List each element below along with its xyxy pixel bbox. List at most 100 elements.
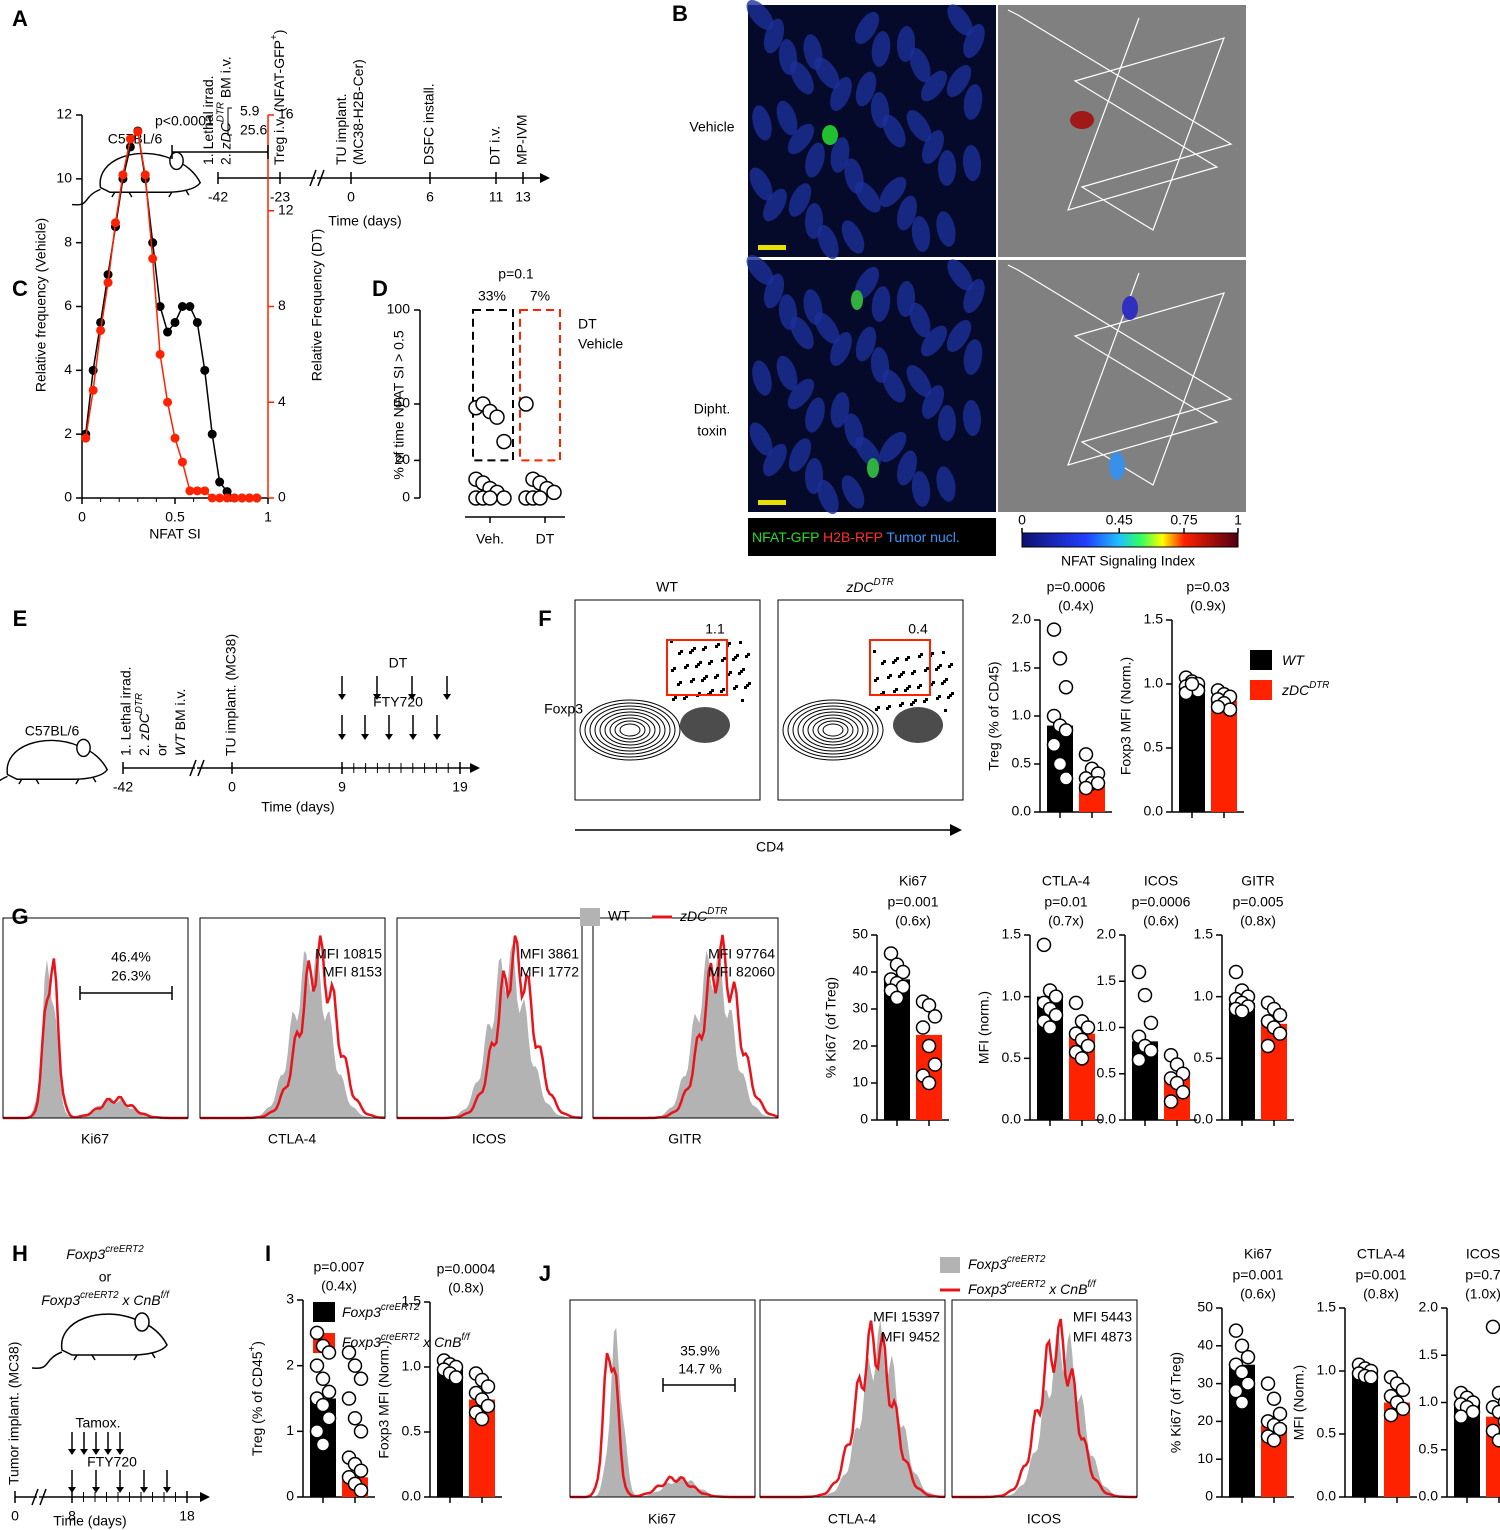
tick-label: 1.0 bbox=[1012, 707, 1032, 723]
nucleus bbox=[936, 466, 956, 502]
event-dot bbox=[680, 650, 683, 653]
fold-change: (0.6x) bbox=[1240, 1286, 1276, 1302]
event-dot bbox=[900, 673, 903, 676]
nucleus bbox=[854, 11, 880, 45]
tick-label: 0 bbox=[78, 509, 86, 525]
mouse-tail bbox=[0, 775, 8, 782]
mouse-tail bbox=[31, 1351, 63, 1369]
data-point bbox=[315, 1397, 331, 1413]
contour bbox=[802, 711, 864, 749]
event-dot bbox=[677, 683, 680, 686]
contour bbox=[579, 699, 681, 761]
nucleus bbox=[947, 4, 973, 36]
event-dot bbox=[950, 663, 953, 666]
event-dot bbox=[906, 687, 909, 690]
axis-title: % Ki67 (of Treg) bbox=[1168, 1352, 1184, 1453]
histogram bbox=[199, 917, 386, 1120]
axis-title: Foxp3 MFI (Norm.) bbox=[376, 1340, 392, 1458]
event-dot bbox=[691, 649, 694, 652]
histogram-frame bbox=[592, 917, 779, 1119]
mouse-label: C57BL/6 bbox=[108, 131, 163, 147]
legend-label: WT bbox=[1282, 652, 1305, 668]
nucleus bbox=[882, 114, 906, 148]
text-run: f/f bbox=[1087, 1279, 1096, 1290]
cell bbox=[867, 458, 879, 478]
histogram-area bbox=[760, 1319, 945, 1497]
data-point bbox=[1068, 995, 1084, 1011]
data-point bbox=[353, 1424, 369, 1439]
p-value: p=0.0006 bbox=[1132, 894, 1191, 910]
nucleus bbox=[855, 181, 881, 213]
mouse-icon bbox=[0, 738, 109, 785]
mfi-label: MFI 3861 bbox=[520, 946, 579, 962]
mouse-feet bbox=[111, 189, 190, 198]
nucleus bbox=[855, 71, 877, 107]
tick-label: 0 bbox=[64, 489, 72, 505]
tick-label: 0 bbox=[286, 1488, 294, 1504]
tick-label: 1.0 bbox=[1317, 1362, 1337, 1378]
tick-label: 100 bbox=[387, 301, 411, 317]
channel-name: NFAT-GFP bbox=[752, 529, 819, 545]
histogram-area bbox=[570, 1327, 755, 1497]
arrow-head bbox=[373, 694, 381, 700]
event-dot bbox=[904, 689, 907, 692]
data-point bbox=[1240, 1349, 1256, 1365]
nucleus bbox=[788, 183, 812, 217]
contour bbox=[619, 723, 641, 737]
data-point bbox=[889, 990, 905, 1006]
data-point bbox=[170, 433, 180, 443]
event-dot bbox=[886, 707, 889, 710]
text-run: f/f bbox=[461, 1332, 470, 1343]
tick-label: 0.5 bbox=[402, 1423, 422, 1439]
text-run: zDC bbox=[679, 908, 708, 924]
mouse-ear bbox=[134, 1312, 150, 1332]
data-point bbox=[353, 1371, 369, 1387]
data-point bbox=[895, 964, 911, 980]
event-dot bbox=[898, 675, 901, 678]
contour bbox=[614, 720, 646, 740]
histogram bbox=[951, 1299, 1138, 1499]
text-run: DTR bbox=[707, 906, 727, 917]
text-run: + bbox=[247, 1345, 258, 1351]
nucleus bbox=[763, 273, 785, 309]
data-point bbox=[200, 486, 210, 496]
legend-swatch bbox=[940, 1257, 960, 1273]
text-run: 2. bbox=[136, 740, 152, 756]
event-dot bbox=[925, 698, 928, 701]
event-label: Tamox. bbox=[75, 1415, 120, 1431]
event-dot bbox=[710, 660, 713, 663]
plot-title: WT bbox=[656, 579, 678, 595]
histogram bbox=[2, 917, 189, 1120]
data-point bbox=[1058, 723, 1074, 738]
event-label: (MC38-H2B-Cer) bbox=[350, 59, 366, 165]
event-dot bbox=[930, 683, 933, 686]
nucleus bbox=[817, 224, 839, 260]
event-dot bbox=[714, 676, 717, 679]
event-dot bbox=[908, 685, 911, 688]
event-dot bbox=[703, 677, 706, 680]
nucleus bbox=[805, 142, 825, 178]
histogram bbox=[396, 917, 583, 1120]
tick-label: 10 bbox=[56, 170, 72, 186]
axis-arrow bbox=[200, 1492, 210, 1502]
nucleus bbox=[788, 438, 812, 472]
tick-label: 10 bbox=[852, 1074, 868, 1090]
data-point bbox=[185, 302, 195, 311]
arrow-head bbox=[92, 1449, 100, 1455]
histogram-frame bbox=[951, 1299, 1138, 1498]
mouse-body bbox=[6, 739, 109, 780]
data-point bbox=[185, 486, 195, 496]
nucleus bbox=[937, 405, 957, 441]
event-label: TU implant. bbox=[333, 93, 349, 165]
legend-label: Foxp3creERT2 bbox=[968, 1254, 1046, 1272]
tick-label: 0.5 bbox=[1194, 1049, 1214, 1065]
row-label: Dipht. bbox=[694, 401, 731, 417]
event-dot bbox=[912, 701, 915, 704]
event-dot bbox=[877, 706, 880, 709]
bar bbox=[437, 1367, 463, 1497]
nucleus bbox=[947, 259, 973, 291]
legend-label: zDCDTR bbox=[679, 906, 727, 924]
contour bbox=[604, 714, 656, 746]
text-run: zDC bbox=[217, 121, 233, 150]
mouse-icon bbox=[71, 151, 202, 206]
